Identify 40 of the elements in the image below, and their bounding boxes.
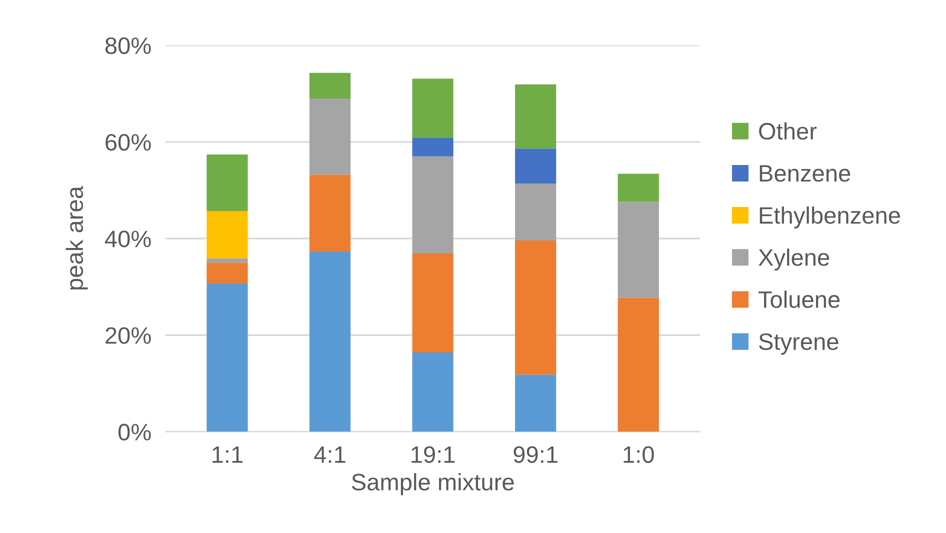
- x-axis-title: Sample mixture: [352, 473, 514, 496]
- bar: [206, 283, 248, 432]
- bar: [206, 258, 248, 263]
- legend-label: Ethylbenzene: [760, 206, 900, 228]
- legend-label: Benzene: [760, 165, 850, 182]
- bar: [515, 183, 556, 240]
- bar: [618, 298, 659, 432]
- bar: [618, 202, 659, 298]
- bar: [412, 156, 454, 254]
- x-tick-label: 19:1: [412, 446, 455, 463]
- y-tick-label: 20%: [106, 327, 151, 344]
- bar: [309, 252, 351, 432]
- bar: [515, 148, 556, 184]
- x-tick-label: 4:1: [314, 446, 346, 463]
- bar: [206, 262, 248, 284]
- legend-label: Styrene: [759, 333, 838, 355]
- y-tick-label: 40%: [104, 230, 151, 248]
- x-tick-label: 1:1: [212, 446, 242, 463]
- bar: [309, 72, 351, 98]
- y-axis-title: peak area: [66, 186, 88, 290]
- bar: [412, 138, 454, 156]
- legend-label: Xylene: [758, 248, 830, 271]
- y-tick-label: 60%: [106, 134, 151, 151]
- bar: [309, 98, 351, 175]
- bar: [515, 84, 556, 149]
- x-tick-label: 1:0: [624, 446, 654, 463]
- bar: [412, 78, 454, 138]
- bar: [309, 174, 351, 252]
- bar: [412, 352, 454, 432]
- legend-label: Toluene: [758, 290, 840, 308]
- bar: [618, 174, 659, 202]
- bar: [412, 253, 454, 353]
- bar: [515, 374, 556, 432]
- bar: [515, 240, 556, 375]
- bar: [206, 154, 248, 211]
- x-tick-label: 99:1: [514, 446, 558, 463]
- legend-label: Other: [759, 122, 817, 140]
- y-tick-label: 0%: [118, 424, 151, 441]
- y-tick-label: 80%: [105, 37, 151, 54]
- bar: [206, 210, 248, 258]
